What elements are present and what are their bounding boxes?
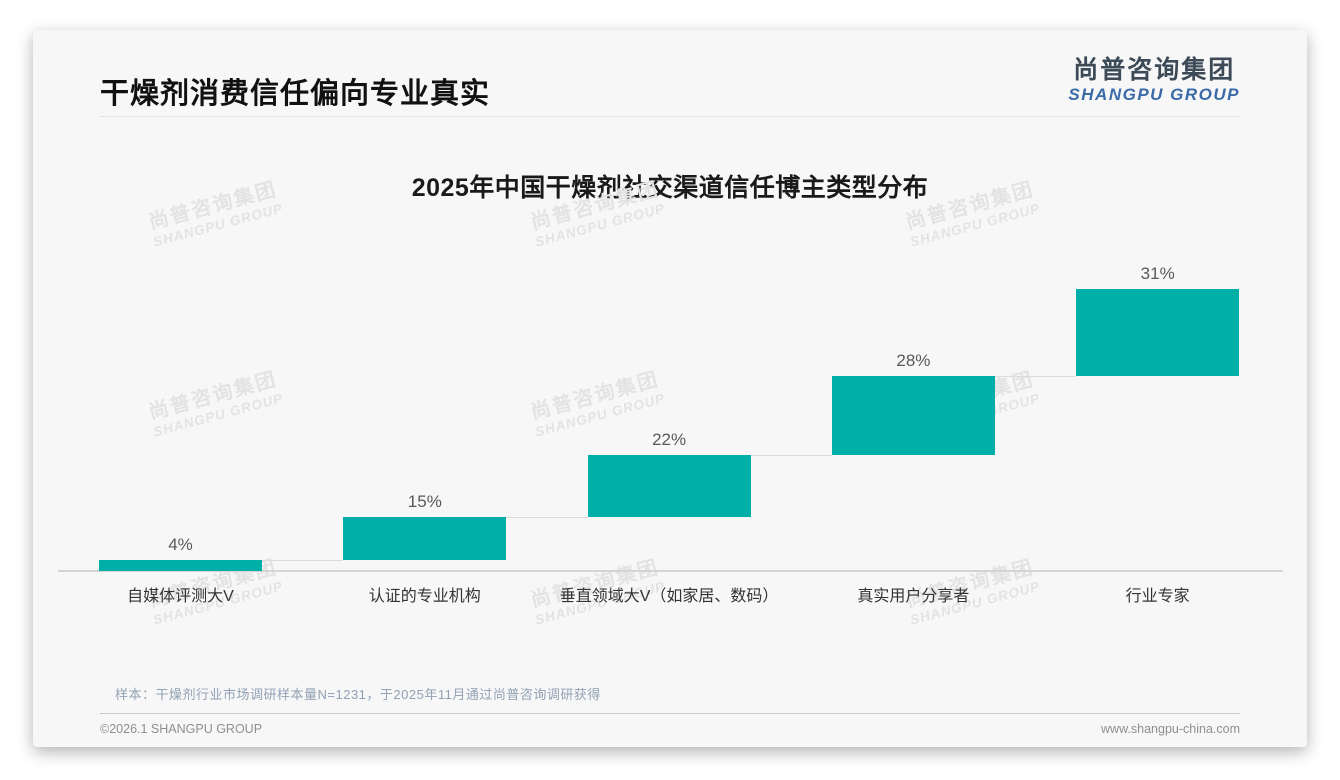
bar-value-label: 28%: [896, 351, 931, 371]
step-connector-line: [506, 517, 588, 519]
slide-card: 干燥剂消费信任偏向专业真实 尚普咨询集团 SHANGPU GROUP 2025年…: [33, 30, 1307, 747]
bar-value-label: 22%: [652, 430, 687, 450]
step-connector-line: [750, 455, 832, 457]
waterfall-chart: 4% 自媒体评测大V 15% 认证的专业机构 22% 垂直领域大V（如家居、数码） 28% 真…: [33, 30, 1307, 747]
category-label: 自媒体评测大V: [127, 588, 234, 605]
chart-title: 2025年中国干燥剂社交渠道信任博主类型分布: [411, 174, 929, 202]
bar-value-label: 15%: [407, 492, 442, 512]
chart-bar: [343, 517, 507, 560]
bar-value-label: 4%: [168, 534, 193, 554]
chart-bar: [587, 455, 751, 518]
footer-divider: [100, 713, 1240, 714]
category-label: 垂直领域大V（如家居、数码）: [559, 588, 779, 605]
chart-bar: [99, 559, 262, 571]
copyright-text: ©2026.1 SHANGPU GROUP: [100, 722, 263, 736]
step-connector-line: [262, 559, 344, 561]
x-axis-baseline: [58, 570, 1283, 572]
brand-logo: 尚普咨询集团 SHANGPU GROUP: [1068, 56, 1240, 105]
category-label: 认证的专业机构: [368, 588, 481, 605]
step-connector-line: [994, 376, 1077, 378]
brand-logo-cn: 尚普咨询集团: [1073, 56, 1236, 84]
website-link[interactable]: www.shangpu-china.com: [1101, 722, 1240, 736]
category-label: 真实用户分享者: [857, 588, 970, 605]
footer-bar: ©2026.1 SHANGPU GROUP www.shangpu-china.…: [100, 722, 1240, 736]
header-divider: [100, 116, 1240, 117]
category-label: 行业专家: [1125, 588, 1190, 605]
bar-value-label: 31%: [1140, 264, 1175, 283]
brand-logo-en: SHANGPU GROUP: [1068, 84, 1240, 104]
chart-bar: [831, 376, 995, 456]
page-title: 干燥剂消费信任偏向专业真实: [100, 78, 491, 110]
chart-bar: [1076, 289, 1240, 377]
sample-note: 样本：干燥剂行业市场调研样本量N=1231，于2025年11月通过尚普咨询调研获…: [115, 687, 601, 702]
